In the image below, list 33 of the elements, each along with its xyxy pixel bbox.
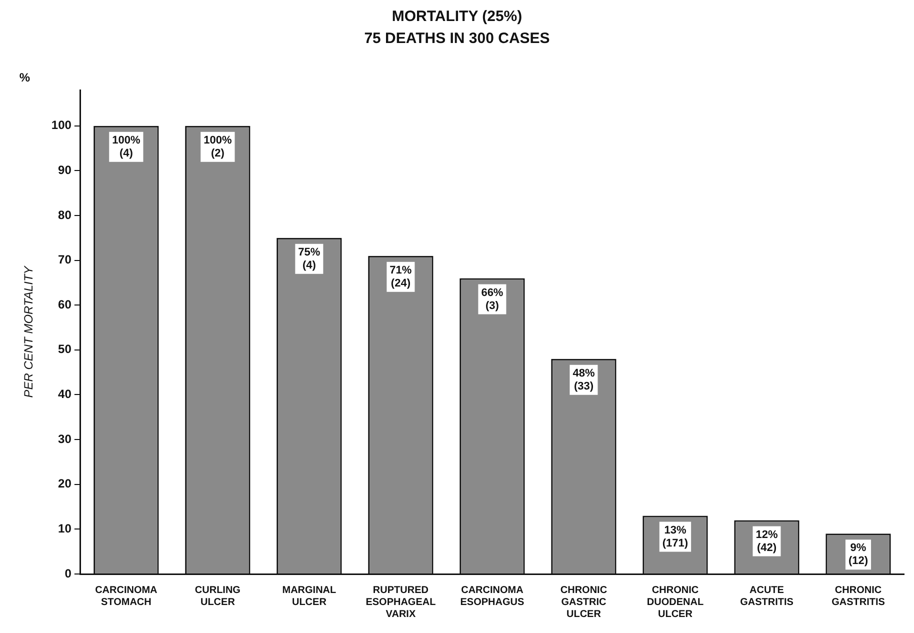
x-tick-label: RUPTURED ESOPHAGEAL VARIX	[366, 584, 436, 620]
x-tick-label: CARCINOMA STOMACH	[95, 584, 158, 608]
data-label: 100% (2)	[204, 134, 232, 160]
y-tick-label: 70	[58, 252, 72, 267]
x-tick-label: MARGINAL ULCER	[282, 584, 336, 608]
x-tick-label: ACUTE GASTRITIS	[740, 584, 794, 608]
y-tick-label: 30	[58, 432, 72, 446]
y-tick-label: 40	[58, 387, 72, 402]
x-tick-label: CARCINOMA ESOPHAGUS	[460, 584, 524, 608]
y-tick-label: 90	[58, 162, 72, 177]
y-tick-label: 60	[58, 297, 72, 312]
data-label: 75% (4)	[298, 246, 320, 272]
y-tick-label: 50	[58, 342, 72, 356]
chart-subtitle: 75 DEATHS IN 300 CASES	[363, 30, 551, 47]
text: %	[19, 70, 30, 84]
y-tick-label: 0	[64, 566, 72, 580]
data-label: 12% (42)	[756, 528, 778, 554]
data-label: 48% (33)	[572, 367, 595, 392]
x-tick-label: CURLING ULCER	[194, 584, 241, 608]
data-label: 9% (12)	[848, 542, 868, 568]
data-label: 100% (4)	[112, 134, 140, 160]
x-tick-label: CHRONIC GASTRIC ULCER	[560, 584, 608, 620]
y-tick-label: 100	[51, 118, 72, 132]
y-tick-label: 10	[58, 522, 72, 536]
y-tick-label: 80	[58, 208, 72, 222]
x-tick-label: CHRONIC GASTRITIS	[832, 584, 886, 608]
chart-title: MORTALITY (25%)	[390, 8, 524, 25]
data-label: 13% (171)	[662, 524, 688, 550]
data-label: 66% (3)	[481, 286, 504, 312]
x-tick-label: CHRONIC DUODENAL ULCER	[646, 584, 704, 620]
y-axis-title: PER CENT MORTALITY	[22, 265, 36, 398]
data-label: 71% (24)	[390, 264, 412, 290]
y-tick-label: 20	[58, 476, 72, 491]
